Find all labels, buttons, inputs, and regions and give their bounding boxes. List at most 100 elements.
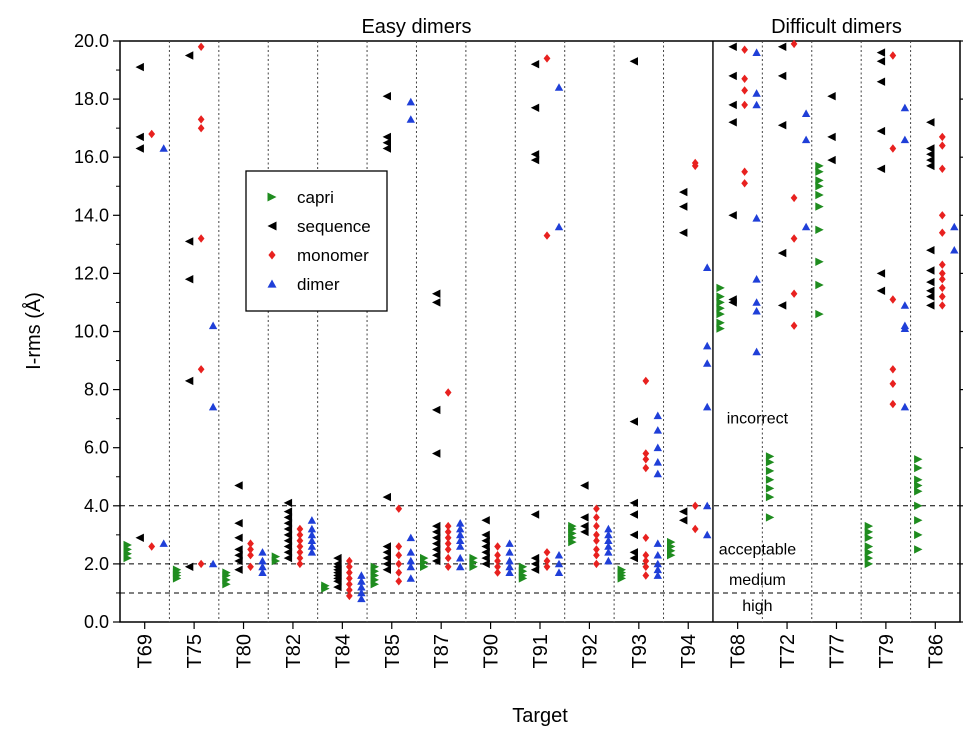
monomer-point: [494, 551, 501, 560]
monomer-point: [346, 562, 353, 571]
dimer-point: [357, 588, 366, 597]
dimer-point: [752, 298, 761, 306]
capri-point: [864, 553, 874, 563]
dimer-point: [801, 222, 811, 231]
y-tick-label: 2.0: [84, 554, 109, 574]
sequence-point: [629, 530, 638, 540]
sequence-point: [777, 301, 787, 310]
sequence-point: [432, 533, 441, 542]
monomer-point: [593, 521, 600, 531]
monomer-point: [889, 51, 897, 60]
monomer-point: [691, 501, 699, 510]
dimer-point: [456, 542, 465, 550]
monomer-point: [444, 562, 452, 571]
sequence-point: [283, 507, 293, 516]
dimer-point: [653, 565, 662, 574]
capri-point: [864, 533, 874, 542]
sequence-point: [777, 248, 787, 258]
dimer-point: [406, 574, 415, 582]
x-tick-label: T94: [678, 634, 700, 668]
monomer-point: [543, 556, 551, 566]
sequence-point: [135, 62, 144, 72]
monomer-point: [543, 54, 551, 63]
sequence-point: [382, 553, 391, 563]
sequence-point: [728, 118, 737, 127]
dimer-point: [307, 524, 317, 533]
legend-marker-monomer: [268, 250, 276, 260]
monomer-point: [938, 211, 946, 220]
sequence-point: [432, 545, 441, 554]
sequence-point: [382, 144, 391, 153]
dimer-point: [900, 135, 910, 144]
capri-point: [716, 309, 725, 319]
monomer-point: [444, 521, 452, 531]
dimer-point: [505, 539, 514, 547]
dimer-point: [752, 48, 761, 56]
sequence-point: [926, 301, 935, 310]
y-tick-label: 6.0: [84, 438, 109, 458]
sequence-point: [629, 553, 638, 563]
sequence-point: [283, 513, 293, 522]
sequence-point: [382, 565, 391, 574]
y-axis-label: I-rms (Å): [22, 292, 45, 370]
monomer-point: [247, 551, 254, 560]
dimer-point: [950, 222, 959, 231]
capri-point: [271, 552, 281, 561]
sequence-point: [777, 121, 787, 130]
monomer-point: [346, 591, 353, 601]
monomer-point: [593, 536, 600, 545]
dimer-point: [752, 214, 761, 222]
monomer-point: [741, 74, 748, 83]
dimer-point: [505, 548, 514, 556]
sequence-point: [876, 48, 886, 57]
dimer-point: [604, 536, 613, 544]
y-tick-label: 18.0: [74, 89, 109, 109]
capri-point: [568, 521, 577, 531]
monomer-point: [197, 115, 205, 124]
monomer-point: [444, 539, 452, 548]
capri-point: [815, 167, 824, 176]
legend-label-monomer: monomer: [297, 246, 369, 265]
plot-background: [119, 40, 961, 623]
dimer-point: [752, 307, 761, 315]
dimer-point: [653, 539, 662, 547]
dimer-point: [653, 559, 662, 568]
dimer-point: [703, 402, 712, 411]
dimer-point: [653, 551, 662, 559]
dimer-point: [752, 100, 761, 109]
sequence-point: [728, 100, 737, 110]
sequence-point: [679, 507, 688, 516]
dimer-point: [604, 524, 613, 533]
x-tick-label: T75: [184, 634, 206, 668]
dimer-point: [505, 568, 514, 576]
capri-point: [716, 324, 725, 333]
capri-point: [765, 513, 775, 522]
monomer-point: [642, 562, 650, 571]
dimer-point: [752, 275, 761, 283]
capri-point: [469, 553, 478, 563]
sequence-point: [432, 289, 441, 298]
y-tick-label: 4.0: [84, 496, 109, 516]
legend-marker-sequence: [267, 221, 277, 231]
monomer-point: [148, 129, 156, 139]
sequence-point: [926, 292, 935, 301]
dimer-point: [159, 144, 168, 152]
x-tick-label: T84: [332, 634, 354, 668]
x-tick-label: T79: [876, 634, 898, 668]
capri-point: [914, 530, 923, 540]
dimer-point: [406, 97, 415, 106]
monomer-point: [395, 542, 403, 551]
monomer-point: [593, 559, 600, 569]
dimer-point: [258, 556, 267, 565]
dimer-point: [307, 548, 317, 556]
sequence-point: [876, 286, 886, 295]
capri-point: [914, 516, 923, 525]
dimer-point: [258, 568, 267, 576]
sequence-point: [184, 51, 194, 60]
sequence-point: [876, 269, 886, 278]
capri-point: [914, 487, 923, 496]
series-sequence: [135, 42, 935, 592]
dimer-point: [604, 556, 613, 565]
sequence-point: [481, 559, 490, 569]
x-tick-label: T86: [925, 634, 947, 668]
